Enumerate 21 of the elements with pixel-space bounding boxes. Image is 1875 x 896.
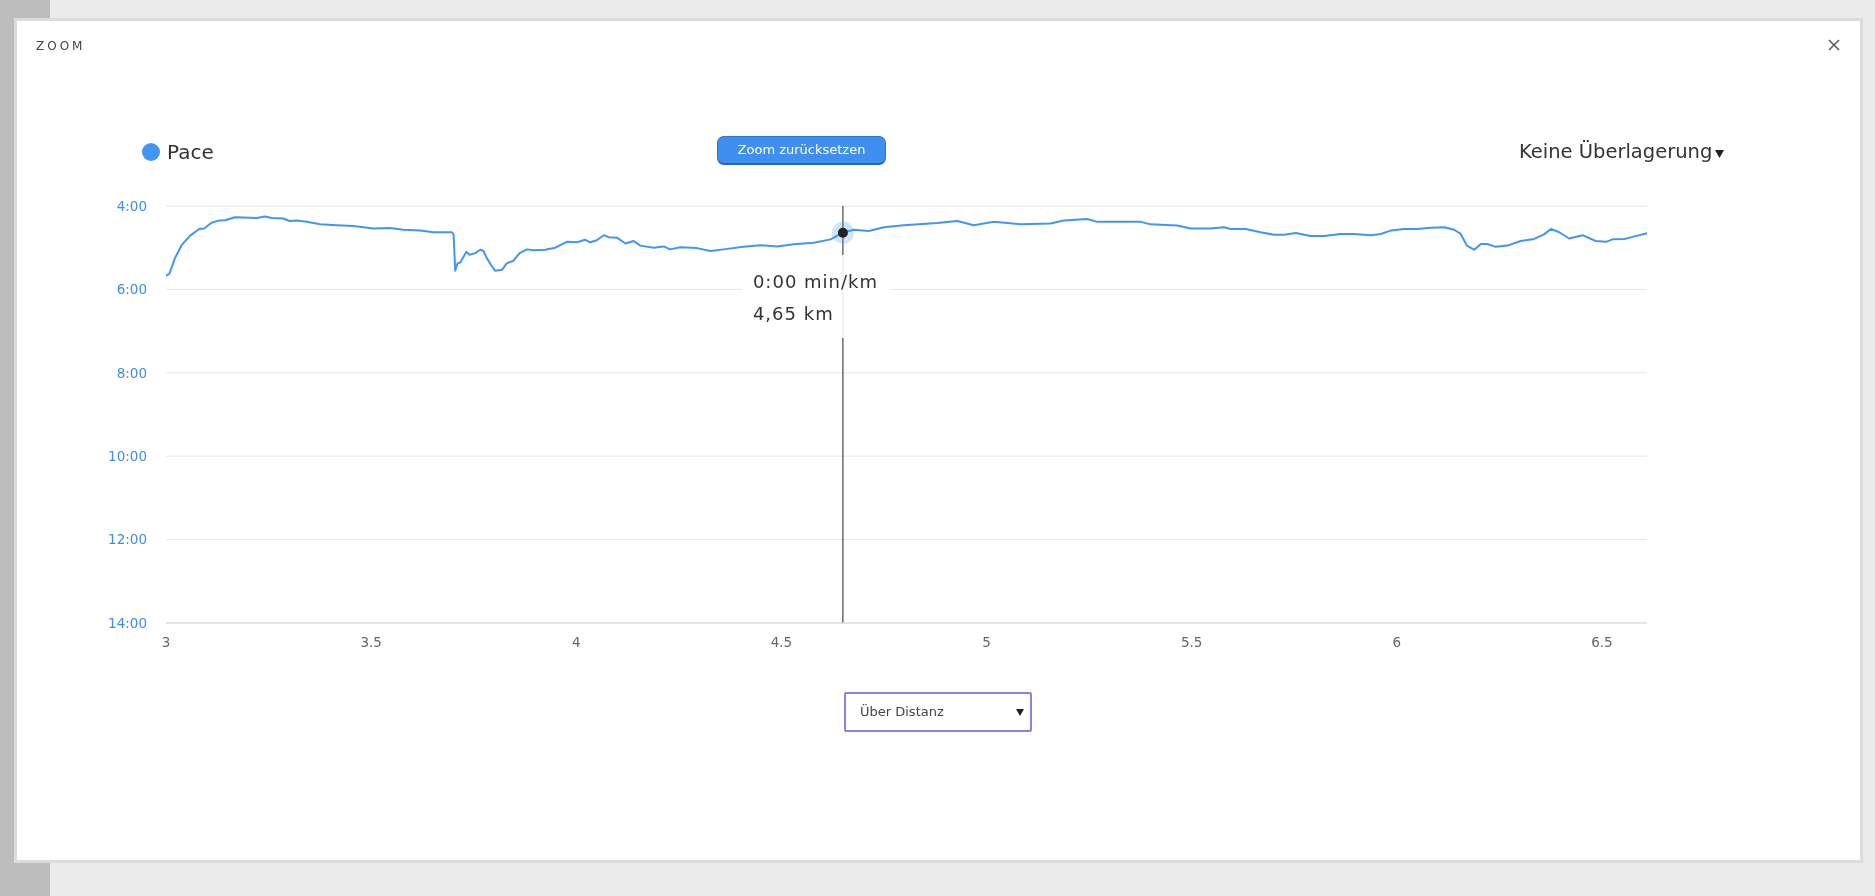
y-tick-label: 10:00 <box>108 447 147 464</box>
annotation: 0:00 min/km <box>752 270 879 292</box>
reset-button: Zoom zurücksetzen <box>717 136 886 165</box>
select-field: Über Distanz <box>844 692 1032 732</box>
text: Keine Überlagerung <box>1519 140 1713 163</box>
y-tick-label: 12:00 <box>108 531 147 548</box>
text: ZOOM <box>36 39 86 53</box>
legend-label: Pace <box>167 140 214 164</box>
y-tick-label: 4:00 <box>116 197 147 214</box>
x-tick-label: 3 <box>161 633 171 650</box>
y-tick-label: 14:00 <box>108 614 147 631</box>
x-tick-label: 6.5 <box>1591 633 1613 650</box>
x-tick-label: 6 <box>1392 633 1402 650</box>
x-tick-label: 4 <box>571 633 581 650</box>
x-tick-label: 3.5 <box>360 633 382 650</box>
x-tick-label: 5 <box>982 633 991 650</box>
x-tick-label: 4.5 <box>770 633 793 650</box>
x-tick-label: 5.5 <box>1180 633 1203 650</box>
y-tick-label: 6:00 <box>116 281 147 298</box>
y-tick-label: 8:00 <box>116 364 147 381</box>
ref-line-label: 4,65 km <box>752 303 834 324</box>
